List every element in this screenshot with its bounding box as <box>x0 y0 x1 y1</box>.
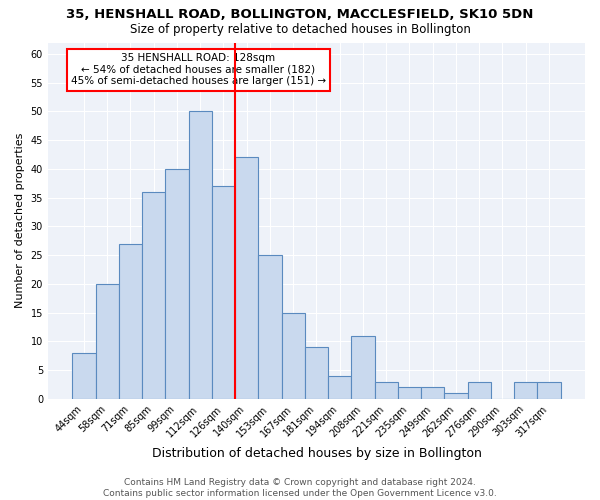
Bar <box>514 382 538 399</box>
Bar <box>305 347 328 399</box>
Bar <box>235 158 259 399</box>
Bar <box>259 255 281 399</box>
Bar <box>212 186 235 399</box>
Bar <box>188 112 212 399</box>
Y-axis label: Number of detached properties: Number of detached properties <box>15 133 25 308</box>
Bar <box>374 382 398 399</box>
Bar <box>398 388 421 399</box>
Bar <box>95 284 119 399</box>
Bar <box>119 244 142 399</box>
Bar <box>166 169 188 399</box>
Bar <box>281 312 305 399</box>
Bar <box>142 192 166 399</box>
Bar <box>73 353 95 399</box>
Text: 35, HENSHALL ROAD, BOLLINGTON, MACCLESFIELD, SK10 5DN: 35, HENSHALL ROAD, BOLLINGTON, MACCLESFI… <box>67 8 533 20</box>
Bar <box>445 393 467 399</box>
Bar <box>421 388 445 399</box>
Bar <box>328 376 352 399</box>
Bar <box>467 382 491 399</box>
Bar <box>352 336 374 399</box>
X-axis label: Distribution of detached houses by size in Bollington: Distribution of detached houses by size … <box>152 447 481 460</box>
Text: Size of property relative to detached houses in Bollington: Size of property relative to detached ho… <box>130 22 470 36</box>
Bar <box>538 382 560 399</box>
Text: Contains HM Land Registry data © Crown copyright and database right 2024.
Contai: Contains HM Land Registry data © Crown c… <box>103 478 497 498</box>
Text: 35 HENSHALL ROAD: 128sqm
← 54% of detached houses are smaller (182)
45% of semi-: 35 HENSHALL ROAD: 128sqm ← 54% of detach… <box>71 53 326 86</box>
